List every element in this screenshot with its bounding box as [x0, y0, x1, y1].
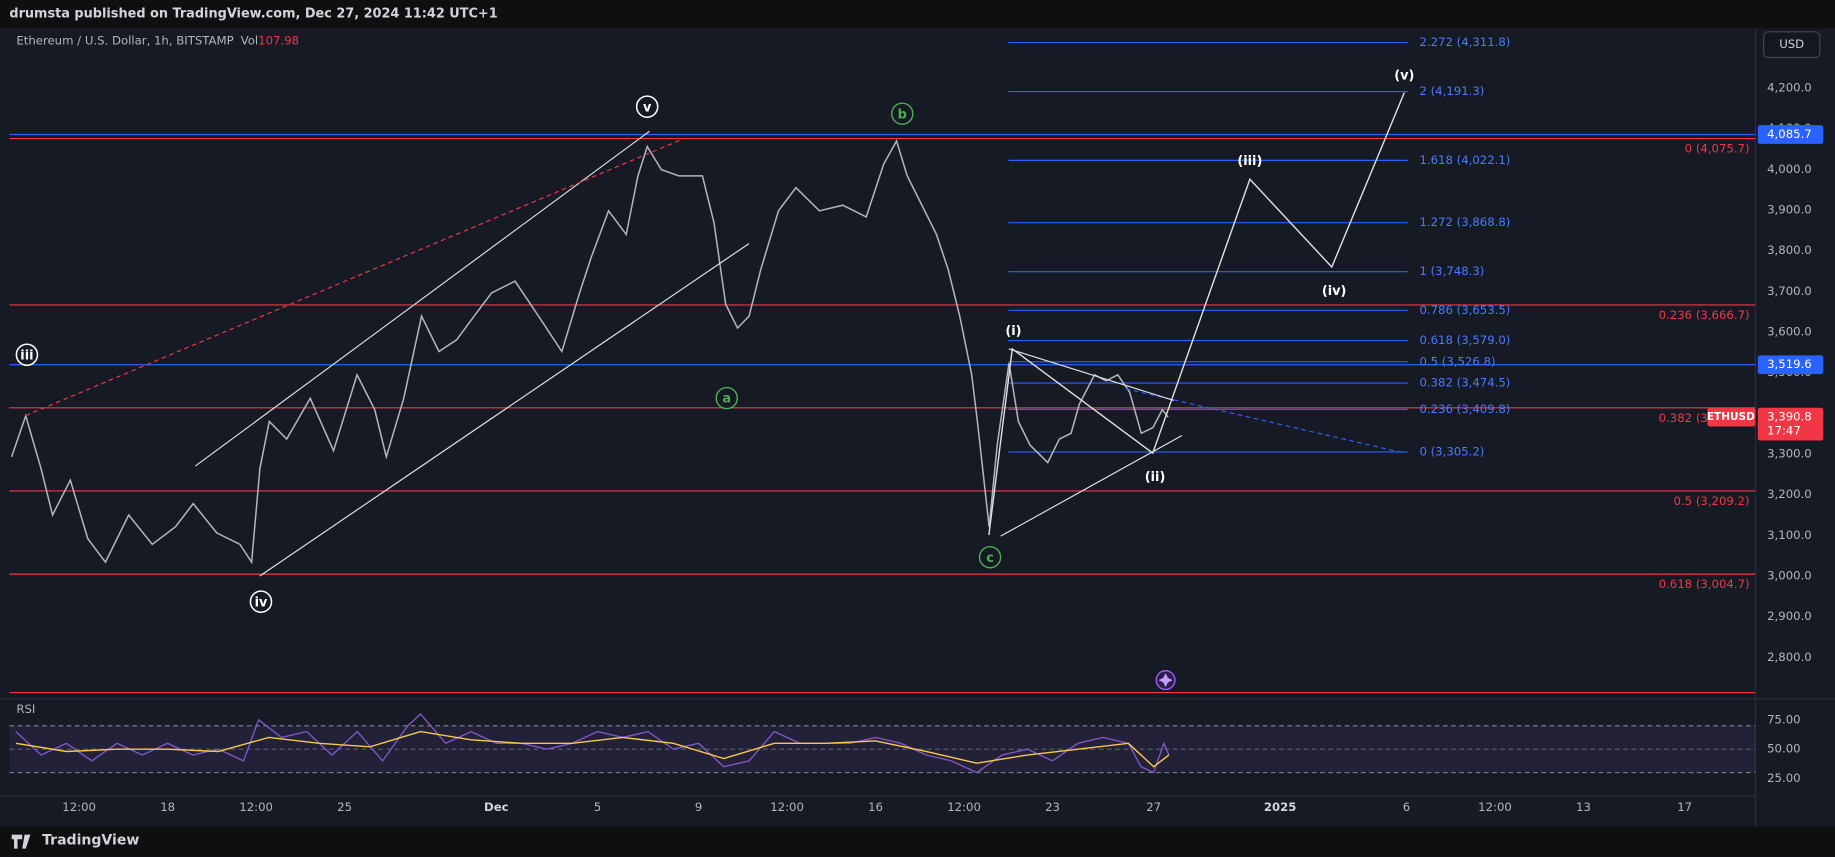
- wave-label: iii: [20, 348, 33, 363]
- fib-extension-label: 0.618 (3,579.0): [1419, 333, 1510, 347]
- price-badge: [1757, 125, 1824, 144]
- drawing-line: [1125, 388, 1405, 454]
- fib-extension-label: 0.5 (3,526.8): [1419, 354, 1495, 368]
- fib-extension-label: 0 (3,305.2): [1419, 444, 1484, 458]
- x-tick-label: Dec: [484, 800, 509, 814]
- footer-brand[interactable]: TradingView: [42, 832, 139, 848]
- rsi-tick-label: 50.00: [1767, 742, 1800, 756]
- y-tick-label: 3,700.0: [1767, 284, 1812, 298]
- fib-extension-label: 1.618 (4,022.1): [1419, 153, 1510, 167]
- x-tick-label: 12:00: [239, 800, 273, 814]
- x-tick-label: 25: [337, 800, 352, 814]
- fib-extension-label: 1 (3,748.3): [1419, 264, 1484, 278]
- x-tick-label: 9: [695, 800, 702, 814]
- fib-retracement-label: 0 (4,075.7): [1685, 142, 1750, 156]
- price-badge-label: 4,085.7: [1767, 127, 1812, 141]
- x-tick-label: 16: [868, 800, 883, 814]
- x-tick-label: 13: [1576, 800, 1591, 814]
- chart-area: [0, 28, 1835, 827]
- x-tick-label: 27: [1146, 800, 1161, 814]
- drawing-line: [25, 137, 685, 417]
- rsi-tick-label: 25.00: [1767, 771, 1800, 785]
- rsi-tick-label: 75.00: [1767, 712, 1800, 726]
- x-tick-label: 5: [594, 800, 601, 814]
- last-price-badge: [1757, 407, 1824, 441]
- brand-logo: [11, 834, 31, 849]
- x-tick-label: 12:00: [947, 800, 981, 814]
- y-tick-label: 3,900.0: [1767, 203, 1812, 217]
- wave-marker: [978, 545, 1002, 569]
- x-tick-label: 2025: [1264, 800, 1297, 814]
- y-tick-label: 3,600.0: [1767, 325, 1812, 339]
- x-tick-label: 17: [1677, 800, 1692, 814]
- volume-label: Vol: [241, 34, 259, 48]
- x-tick-label: 12:00: [1478, 800, 1512, 814]
- x-tick-label: 23: [1045, 800, 1060, 814]
- price-badge: [1757, 355, 1824, 375]
- x-tick-label: 12:00: [62, 800, 96, 814]
- rsi-line: [15, 730, 1170, 768]
- drawing-line: [259, 243, 750, 577]
- y-tick-label: 3,200.0: [1767, 487, 1812, 501]
- y-tick-label: 3,300.0: [1767, 447, 1812, 461]
- drawing-line: [195, 130, 650, 467]
- wave-path: [988, 92, 1405, 536]
- drawing-line: [1008, 348, 1174, 401]
- fib-extension-label: 0.786 (3,653.5): [1419, 303, 1510, 317]
- volume-value: 107.98: [258, 34, 299, 48]
- y-tick-label: 4,000.0: [1767, 162, 1812, 176]
- wave-label: (v): [1394, 69, 1414, 84]
- x-tick-label: 6: [1403, 800, 1410, 814]
- wave-label: (iv): [1322, 284, 1347, 299]
- event-icon-star: [1158, 673, 1173, 688]
- fib-retracement-label: 0.618 (3,004.7): [1659, 577, 1750, 591]
- fib-extension-label: 0.236 (3,409.8): [1419, 402, 1510, 416]
- wave-marker: [15, 343, 39, 367]
- fib-extension-label: 2 (4,191.3): [1419, 84, 1484, 98]
- wave-label: iv: [255, 595, 268, 610]
- countdown-label: 17:47: [1767, 424, 1801, 438]
- x-tick-label: 18: [160, 800, 175, 814]
- rsi-label: RSI: [16, 702, 35, 716]
- symbol-title: Ethereum / U.S. Dollar, 1h, BITSTAMP: [16, 34, 233, 48]
- y-tick-label: 3,800.0: [1767, 243, 1812, 257]
- publish-info: drumsta published on TradingView.com, De…: [9, 7, 497, 22]
- wave-marker: [635, 95, 659, 118]
- fib-extension-label: 0.382 (3,474.5): [1419, 376, 1510, 390]
- price-line: [10, 139, 1169, 565]
- x-tick-label: 12:00: [770, 800, 804, 814]
- wave-marker: [715, 386, 738, 410]
- currency-button[interactable]: [1763, 31, 1821, 59]
- fib-retracement-label: 0.236 (3,666.7): [1659, 308, 1750, 322]
- wave-label: b: [898, 107, 907, 122]
- y-tick-label: 3,000.0: [1767, 569, 1812, 583]
- rsi-line: [15, 713, 1170, 774]
- y-tick-label: 3,100.0: [1767, 528, 1812, 542]
- y-tick-label: 2,900.0: [1767, 609, 1812, 623]
- price-badge-label: 3,519.6: [1767, 357, 1812, 371]
- plot: 2,800.0 2,900.0 3,000.0 3,100.0 3,200.0 3,300…: [9, 35, 1824, 814]
- y-tick-label: 2,800.0: [1767, 650, 1812, 664]
- y-tick-label: 4,200.0: [1767, 81, 1812, 95]
- symbol-tag: [1707, 407, 1756, 427]
- wave-label: (i): [1005, 324, 1021, 339]
- wave-label: a: [722, 392, 731, 407]
- wave-marker: [891, 102, 914, 125]
- wave-label: (iii): [1237, 154, 1262, 169]
- symbol-tag-label: ETHUSD: [1707, 411, 1755, 423]
- wave-marker: [249, 590, 273, 613]
- wave-label: c: [986, 551, 994, 566]
- fib-retracement-label: 0.5 (3,209.2): [1674, 494, 1750, 508]
- last-price-label: 3,390.8: [1767, 410, 1812, 424]
- currency-label[interactable]: USD: [1779, 37, 1804, 51]
- fib-extension-label: 1.272 (3,868.8): [1419, 215, 1510, 229]
- wave-label: v: [643, 100, 652, 115]
- wave-label: (ii): [1145, 470, 1166, 485]
- fib-extension-label: 2.272 (4,311.8): [1419, 35, 1510, 49]
